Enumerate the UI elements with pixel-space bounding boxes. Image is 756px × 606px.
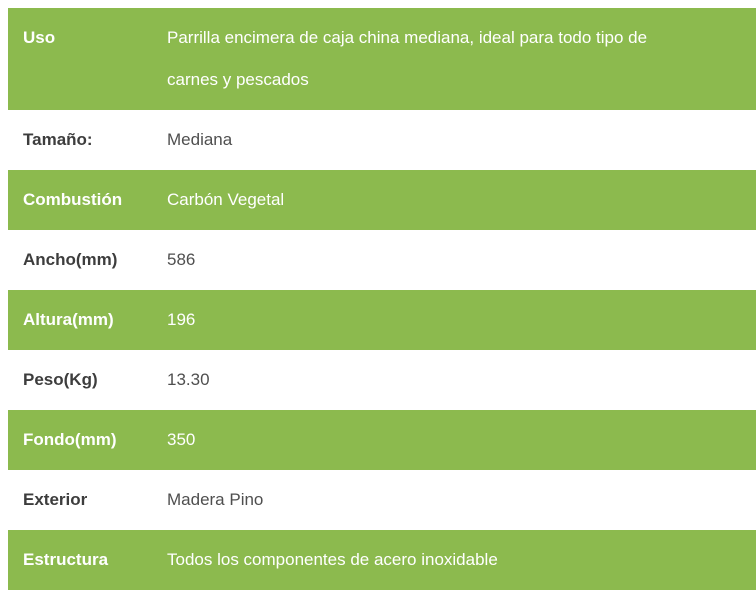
spec-value: 586 [167,250,196,269]
spec-label: Ancho(mm) [23,250,118,269]
spec-label: Peso(Kg) [23,370,98,389]
spec-value: 350 [167,430,196,449]
spec-value: 13.30 [167,370,210,389]
spec-row-combustion: Combustión Carbón Vegetal [8,170,756,230]
spec-label: Exterior [23,490,88,509]
spec-label: Uso [23,28,56,47]
spec-value: Parrilla encimera de caja china mediana,… [167,28,648,89]
spec-value: Todos los componentes de acero inoxidabl… [167,550,498,569]
spec-label: Fondo(mm) [23,430,117,449]
spec-label: Combustión [23,190,123,209]
spec-label: Tamaño: [23,130,93,149]
spec-row-tamano: Tamaño: Mediana [8,110,756,170]
spec-value: Mediana [167,130,233,149]
spec-row-fondo: Fondo(mm) 350 [8,410,756,470]
spec-row-exterior: Exterior Madera Pino [8,470,756,530]
spec-row-altura: Altura(mm) 196 [8,290,756,350]
spec-row-estructura: Estructura Todos los componentes de acer… [8,530,756,590]
spec-value: Carbón Vegetal [167,190,285,209]
spec-value: 196 [167,310,196,329]
spec-value: Madera Pino [167,490,264,509]
spec-label: Estructura [23,550,109,569]
spec-label: Altura(mm) [23,310,114,329]
spec-row-uso: Uso Parrilla encimera de caja china medi… [8,8,756,110]
spec-row-peso: Peso(Kg) 13.30 [8,350,756,410]
product-spec-table: Uso Parrilla encimera de caja china medi… [8,8,756,590]
spec-row-ancho: Ancho(mm) 586 [8,230,756,290]
